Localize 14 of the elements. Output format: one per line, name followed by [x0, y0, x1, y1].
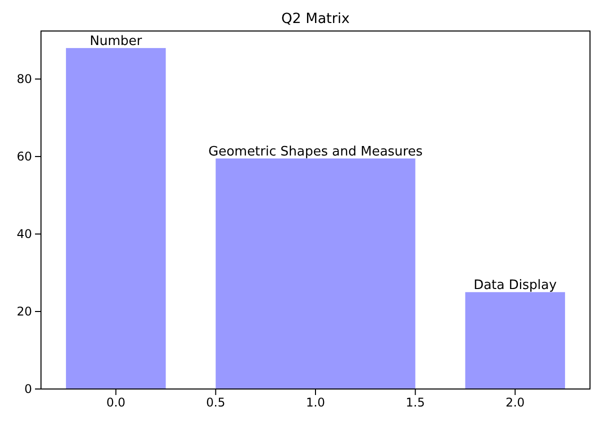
y-tick-label: 60 [16, 149, 32, 164]
annotation: Data Display [474, 278, 557, 294]
annotation: Number [90, 34, 143, 50]
chart-title: Q2 Matrix [281, 11, 350, 27]
annotation: Geometric Shapes and Measures [208, 144, 423, 160]
x-tick-label: 0.0 [106, 396, 126, 410]
y-tick-label: 20 [16, 304, 32, 318]
x-tick-label: 1.5 [406, 396, 425, 410]
x-tick-label: 1.0 [306, 396, 326, 410]
y-tick-label: 80 [16, 72, 32, 86]
y-tick-label: 40 [16, 226, 32, 241]
x-tick-label: 0.5 [206, 396, 226, 410]
y-tick-label: 0 [24, 382, 32, 396]
x-tick-label: 2.0 [506, 396, 525, 410]
